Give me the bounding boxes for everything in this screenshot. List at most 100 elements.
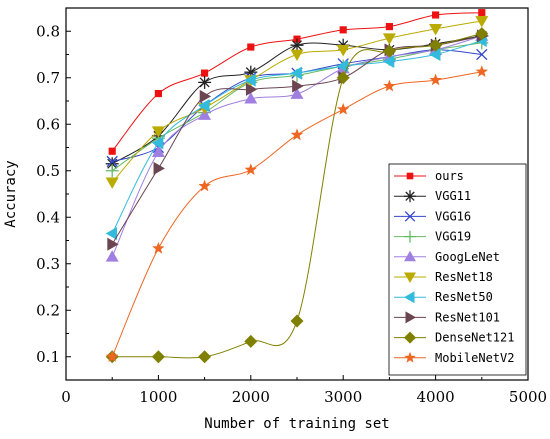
data-point-ours bbox=[339, 26, 347, 34]
data-point-ours bbox=[108, 147, 116, 155]
legend-label: ResNet50 bbox=[435, 290, 493, 304]
data-point-resnet18 bbox=[475, 16, 489, 28]
data-point-resnet50 bbox=[105, 227, 118, 241]
legend-marker-ours bbox=[406, 172, 414, 180]
data-point-vgg16 bbox=[106, 155, 118, 168]
legend-marker-vgg11 bbox=[404, 190, 416, 203]
legend-item-vgg16: VGG16 bbox=[394, 209, 471, 223]
data-point-densenet121 bbox=[198, 350, 212, 364]
data-point-resnet18 bbox=[105, 177, 119, 189]
y-tick-label: 0.8 bbox=[36, 22, 60, 40]
data-point-vgg19 bbox=[105, 164, 119, 178]
data-point-ours bbox=[478, 9, 486, 17]
data-point-mobilenetv2 bbox=[429, 73, 442, 86]
x-tick-label: 3000 bbox=[324, 388, 362, 406]
data-point-densenet121 bbox=[475, 27, 489, 41]
y-tick-label: 0.1 bbox=[36, 348, 60, 366]
data-point-mobilenetv2 bbox=[152, 241, 165, 254]
legend-item-mobilenetv2: MobileNetV2 bbox=[394, 351, 514, 365]
data-point-resnet18 bbox=[151, 126, 165, 138]
data-point-densenet121 bbox=[382, 44, 396, 58]
legend-item-resnet50: ResNet50 bbox=[394, 290, 493, 304]
data-point-ours bbox=[385, 23, 393, 31]
data-point-resnet101 bbox=[292, 79, 304, 93]
data-point-densenet121 bbox=[290, 314, 304, 328]
y-tick-label: 0.6 bbox=[36, 115, 60, 133]
data-point-mobilenetv2 bbox=[106, 350, 119, 362]
data-point-mobilenetv2 bbox=[383, 79, 396, 92]
x-axis-ticks: 0 1000 2000 3000 4000 5000 bbox=[61, 375, 547, 406]
x-tick-label: 1000 bbox=[139, 388, 177, 406]
data-point-densenet121 bbox=[151, 350, 165, 364]
data-point-googlenet bbox=[290, 87, 304, 99]
data-point-resnet50 bbox=[290, 66, 302, 80]
data-point-resnet18 bbox=[382, 33, 396, 45]
legend-label: DenseNet121 bbox=[435, 331, 514, 345]
legend-marker-resnet18 bbox=[404, 272, 416, 283]
legend-label: ResNet101 bbox=[435, 310, 500, 324]
legend-marker-googlenet bbox=[404, 250, 416, 262]
legend-label: VGG11 bbox=[435, 189, 471, 203]
data-point-resnet50 bbox=[244, 73, 256, 87]
legend-item-resnet101: ResNet101 bbox=[394, 310, 500, 324]
data-point-resnet101 bbox=[153, 161, 165, 175]
legend-item-vgg11: VGG11 bbox=[394, 189, 471, 203]
data-point-vgg11 bbox=[198, 75, 212, 89]
legend-marker-resnet50 bbox=[404, 291, 415, 304]
legend-label: GoogLeNet bbox=[435, 250, 500, 264]
data-point-ours bbox=[247, 43, 255, 51]
y-tick-label: 0.4 bbox=[36, 208, 60, 226]
legend-marker-resnet101 bbox=[405, 311, 416, 324]
x-tick-label: 5000 bbox=[509, 388, 547, 406]
y-tick-label: 0.7 bbox=[36, 69, 60, 87]
data-point-mobilenetv2 bbox=[337, 102, 350, 115]
data-point-vgg16 bbox=[476, 48, 488, 61]
data-point-resnet101 bbox=[245, 82, 258, 96]
legend-label: ours bbox=[435, 169, 464, 183]
legend-marker-vgg19 bbox=[404, 230, 416, 243]
data-point-googlenet bbox=[151, 145, 165, 158]
data-point-resnet50 bbox=[382, 54, 395, 68]
data-point-resnet18 bbox=[429, 24, 443, 36]
data-point-vgg11 bbox=[290, 38, 304, 52]
data-point-resnet18 bbox=[290, 49, 304, 61]
y-axis-label: Accuracy bbox=[3, 160, 19, 227]
data-point-ours bbox=[432, 11, 440, 19]
data-point-resnet50 bbox=[429, 48, 441, 61]
series-layer bbox=[105, 9, 489, 364]
data-point-mobilenetv2 bbox=[290, 128, 304, 141]
data-point-resnet50 bbox=[198, 99, 210, 113]
legend-item-googlenet: GoogLeNet bbox=[394, 250, 500, 264]
legend: ours VGG11 VGG16 VGG19 GoogLeNet ResNet18 ResN… bbox=[388, 163, 527, 376]
data-point-resnet50 bbox=[336, 59, 349, 73]
series-mobilenetv2 bbox=[106, 65, 488, 362]
data-point-densenet121 bbox=[244, 334, 258, 348]
legend-marker-vgg16 bbox=[404, 211, 416, 222]
y-tick-label: 0.3 bbox=[36, 255, 60, 273]
x-tick-label: 4000 bbox=[417, 388, 455, 406]
legend-item-ours: ours bbox=[394, 169, 464, 183]
series-line-densenet121 bbox=[112, 33, 482, 359]
legend-label: VGG19 bbox=[435, 230, 471, 244]
data-point-ours bbox=[154, 89, 162, 98]
x-axis-label: Number of training set bbox=[204, 416, 389, 432]
data-point-resnet101 bbox=[107, 237, 119, 251]
legend-marker-densenet121 bbox=[404, 331, 416, 344]
x-tick-label: 2000 bbox=[232, 388, 270, 406]
data-point-mobilenetv2 bbox=[244, 163, 257, 176]
legend-item-vgg19: VGG19 bbox=[394, 230, 471, 244]
data-point-googlenet bbox=[244, 92, 258, 104]
legend-item-densenet121: DenseNet121 bbox=[394, 331, 514, 345]
data-point-resnet101 bbox=[199, 89, 212, 103]
y-axis-ticks: 0.1 0.2 0.3 0.4 0.5 0.6 0.7 0.8 bbox=[36, 22, 71, 381]
y-tick-label: 0.5 bbox=[36, 162, 60, 180]
data-point-ours bbox=[201, 69, 209, 77]
x-tick-label: 0 bbox=[61, 388, 71, 406]
legend-label: MobileNetV2 bbox=[435, 351, 514, 365]
data-point-mobilenetv2 bbox=[475, 65, 488, 77]
data-point-densenet121 bbox=[429, 38, 443, 52]
legend-label: VGG16 bbox=[435, 209, 471, 223]
data-point-resnet18 bbox=[336, 44, 350, 57]
legend-item-resnet18: ResNet18 bbox=[394, 270, 493, 284]
